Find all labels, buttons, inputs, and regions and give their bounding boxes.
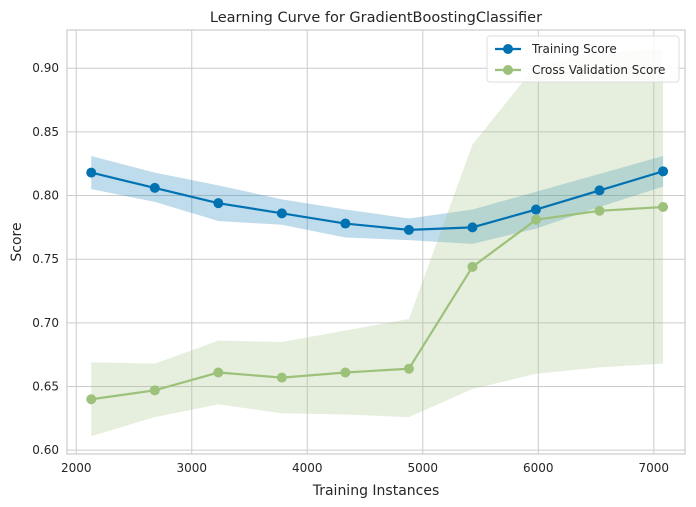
training-score-line	[91, 170, 664, 232]
legend: Training Score Cross Validation Score	[486, 35, 680, 83]
y-tick-label: 0.85	[32, 125, 59, 139]
series-lines	[91, 170, 664, 401]
training-score-point	[213, 198, 224, 209]
training-score-point	[403, 224, 414, 235]
legend-box	[486, 35, 680, 83]
grid-lines	[67, 30, 685, 454]
cross-validation-score-point	[213, 367, 224, 378]
confidence-bands	[91, 49, 664, 437]
training-score-point	[658, 166, 669, 177]
cross-validation-score-point	[149, 385, 160, 396]
cross-validation-score-point	[530, 214, 541, 225]
training-score-point	[149, 182, 160, 193]
cross-validation-score-legend-marker	[503, 65, 513, 75]
x-tick-label: 6000	[523, 461, 554, 475]
y-tick-label: 0.60	[32, 443, 59, 457]
x-tick-label: 4000	[292, 461, 323, 475]
training-score-band	[91, 156, 664, 244]
cross-validation-score-point	[594, 205, 605, 216]
cross-validation-score-point	[86, 394, 97, 405]
y-tick-label: 0.80	[32, 189, 59, 203]
y-axis-label: Score	[9, 222, 25, 261]
y-tick-label: 0.90	[32, 61, 59, 75]
x-axis-label: Training Instances	[312, 483, 440, 499]
training-score-point	[530, 204, 541, 215]
y-tick-label: 0.75	[32, 252, 59, 266]
training-score-point	[340, 218, 351, 229]
cross-validation-score-point	[658, 201, 669, 212]
cross-validation-score-line	[91, 205, 664, 401]
y-tick-label: 0.65	[32, 380, 59, 394]
chart-title: Learning Curve for GradientBoostingClass…	[210, 10, 542, 26]
x-tick-label: 7000	[639, 461, 670, 475]
cross-validation-score-point	[340, 367, 351, 378]
x-tick-labels: 2000 3000 4000 5000 6000 7000	[61, 461, 669, 475]
series-points	[86, 166, 669, 405]
training-score-legend-label: Training Score	[531, 42, 617, 56]
x-tick-label: 2000	[61, 461, 92, 475]
training-score-point	[594, 185, 605, 196]
cross-validation-score-point	[403, 363, 414, 374]
training-score-point	[467, 222, 478, 233]
cross-validation-score-band	[91, 49, 664, 437]
x-tick-label: 3000	[176, 461, 207, 475]
plot-area	[66, 29, 686, 455]
y-tick-labels: 0.60 0.65 0.70 0.75 0.80 0.85 0.90	[32, 61, 59, 457]
training-score-point	[86, 167, 97, 178]
cross-validation-score-point	[467, 261, 478, 272]
x-tick-label: 5000	[408, 461, 439, 475]
cross-validation-score-legend-label: Cross Validation Score	[532, 63, 665, 77]
y-tick-label: 0.70	[32, 316, 59, 330]
training-score-point	[276, 208, 287, 219]
cross-validation-score-point	[276, 372, 287, 383]
training-score-legend-marker	[503, 44, 513, 54]
